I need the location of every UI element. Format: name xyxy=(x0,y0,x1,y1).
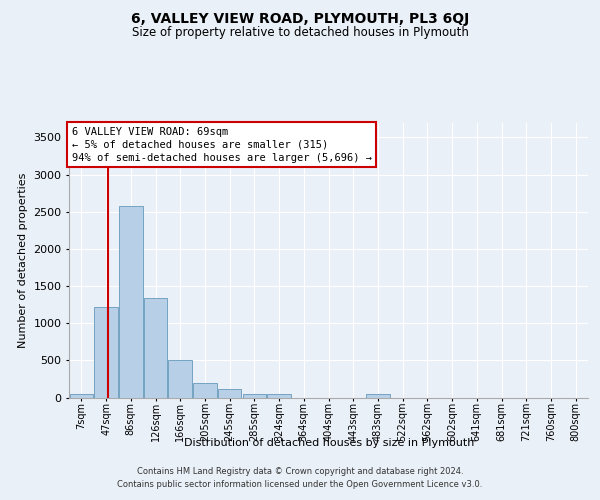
Y-axis label: Number of detached properties: Number of detached properties xyxy=(17,172,28,348)
Bar xyxy=(366,394,389,398)
Bar xyxy=(70,394,93,398)
Text: Contains HM Land Registry data © Crown copyright and database right 2024.: Contains HM Land Registry data © Crown c… xyxy=(137,467,463,476)
Text: 6 VALLEY VIEW ROAD: 69sqm
← 5% of detached houses are smaller (315)
94% of semi-: 6 VALLEY VIEW ROAD: 69sqm ← 5% of detach… xyxy=(71,126,371,163)
Bar xyxy=(268,394,291,398)
Bar xyxy=(94,307,118,398)
Text: Contains public sector information licensed under the Open Government Licence v3: Contains public sector information licen… xyxy=(118,480,482,489)
Bar xyxy=(193,384,217,398)
Text: Distribution of detached houses by size in Plymouth: Distribution of detached houses by size … xyxy=(184,438,474,448)
Bar xyxy=(144,298,167,398)
Bar xyxy=(218,390,241,398)
Text: 6, VALLEY VIEW ROAD, PLYMOUTH, PL3 6QJ: 6, VALLEY VIEW ROAD, PLYMOUTH, PL3 6QJ xyxy=(131,12,469,26)
Text: Size of property relative to detached houses in Plymouth: Size of property relative to detached ho… xyxy=(131,26,469,39)
Bar xyxy=(169,360,192,398)
Bar xyxy=(119,206,143,398)
Bar xyxy=(242,394,266,398)
